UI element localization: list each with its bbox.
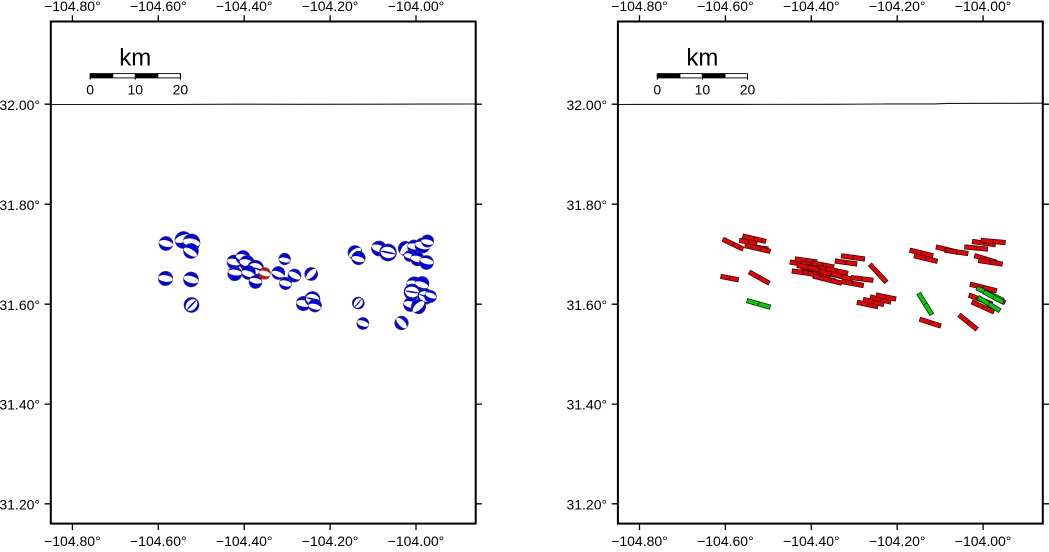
svg-text:−104.80°: −104.80° xyxy=(44,0,101,14)
svg-text:20: 20 xyxy=(740,82,756,98)
svg-text:−104.20°: −104.20° xyxy=(869,533,926,547)
svg-text:20: 20 xyxy=(173,82,189,98)
svg-text:−104.60°: −104.60° xyxy=(130,0,187,14)
svg-text:−104.20°: −104.20° xyxy=(302,0,359,14)
svg-text:31.60°: 31.60° xyxy=(566,297,607,313)
svg-text:−104.60°: −104.60° xyxy=(697,0,754,14)
svg-text:31.20°: 31.20° xyxy=(566,496,607,512)
svg-text:−104.00°: −104.00° xyxy=(955,0,1012,14)
svg-text:−104.40°: −104.40° xyxy=(216,0,273,14)
svg-text:−104.00°: −104.00° xyxy=(388,0,445,14)
svg-text:31.80°: 31.80° xyxy=(566,197,607,213)
svg-text:−104.20°: −104.20° xyxy=(302,533,359,547)
svg-text:0: 0 xyxy=(653,82,661,98)
svg-text:31.60°: 31.60° xyxy=(0,297,40,313)
svg-text:−104.60°: −104.60° xyxy=(697,533,754,547)
svg-text:−104.40°: −104.40° xyxy=(216,533,273,547)
svg-text:−104.00°: −104.00° xyxy=(955,533,1012,547)
svg-text:31.40°: 31.40° xyxy=(566,397,607,413)
svg-text:−104.40°: −104.40° xyxy=(783,0,840,14)
svg-text:km: km xyxy=(119,45,151,72)
svg-text:−104.40°: −104.40° xyxy=(783,533,840,547)
svg-text:10: 10 xyxy=(128,82,144,98)
svg-text:31.80°: 31.80° xyxy=(0,197,40,213)
svg-text:−104.60°: −104.60° xyxy=(130,533,187,547)
svg-text:31.20°: 31.20° xyxy=(0,496,40,512)
svg-text:32.00°: 32.00° xyxy=(566,97,607,113)
svg-text:32.00°: 32.00° xyxy=(0,97,40,113)
svg-text:31.40°: 31.40° xyxy=(0,397,40,413)
svg-text:km: km xyxy=(686,45,718,72)
svg-text:0: 0 xyxy=(86,82,94,98)
svg-text:10: 10 xyxy=(695,82,711,98)
svg-text:−104.80°: −104.80° xyxy=(611,533,668,547)
svg-text:−104.80°: −104.80° xyxy=(611,0,668,14)
svg-text:−104.20°: −104.20° xyxy=(869,0,926,14)
svg-text:−104.00°: −104.00° xyxy=(388,533,445,547)
svg-text:−104.80°: −104.80° xyxy=(44,533,101,547)
